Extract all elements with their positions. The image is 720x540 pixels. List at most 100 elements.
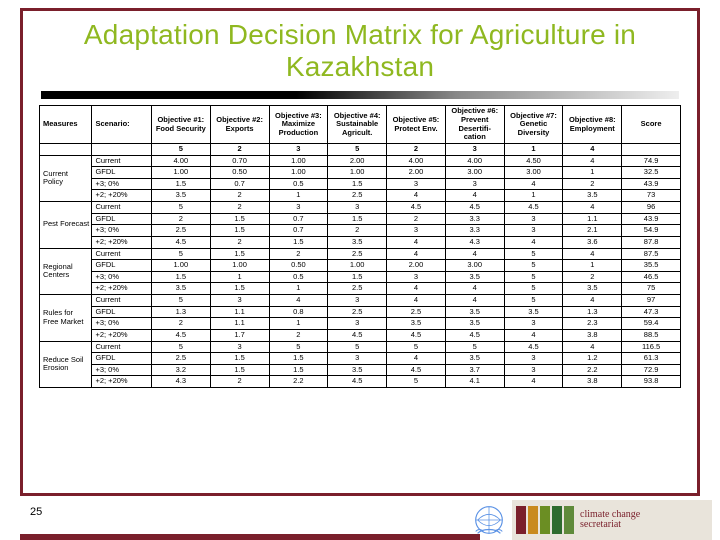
swatch-4 (552, 506, 562, 534)
data-cell: 46.5 (622, 271, 681, 283)
data-cell: 4 (563, 202, 622, 214)
weight-2: 3 (269, 143, 328, 155)
data-cell: 3 (504, 213, 563, 225)
data-cell: 5 (445, 341, 504, 353)
table-row: +2; +20%4.322.24.554.143.893.8 (40, 376, 681, 388)
data-cell: 3.5 (151, 190, 210, 202)
footer-bar (20, 534, 480, 540)
data-cell: 1.00 (269, 167, 328, 179)
data-cell: 1 (563, 260, 622, 272)
data-cell: 3.6 (563, 236, 622, 248)
data-cell: 4 (387, 248, 446, 260)
weight-7: 4 (563, 143, 622, 155)
data-cell: 1.00 (210, 260, 269, 272)
data-cell: 1.00 (151, 167, 210, 179)
data-cell: 3.7 (445, 364, 504, 376)
table-row: +3; 0%1.510.51.533.55246.5 (40, 271, 681, 283)
data-cell: 3 (210, 341, 269, 353)
weight-5: 3 (445, 143, 504, 155)
data-cell: 4 (387, 190, 446, 202)
data-cell: 4 (269, 295, 328, 307)
data-cell: 2 (210, 376, 269, 388)
data-cell: 1.5 (210, 225, 269, 237)
data-cell: 75 (622, 283, 681, 295)
data-cell: 4.5 (387, 202, 446, 214)
data-cell: 1.5 (328, 213, 387, 225)
data-cell: 3.5 (445, 306, 504, 318)
data-cell: 1.5 (328, 178, 387, 190)
table-row: Current PolicyCurrent4.000.701.002.004.0… (40, 155, 681, 167)
data-cell: 43.9 (622, 178, 681, 190)
data-cell: 0.5 (269, 178, 328, 190)
table-row: +2; +20%3.51.512.54453.575 (40, 283, 681, 295)
data-cell: 5 (151, 202, 210, 214)
data-cell: 73 (622, 190, 681, 202)
scenario-cell: Current (92, 155, 151, 167)
data-cell: 1.3 (151, 306, 210, 318)
data-cell: 4.5 (387, 329, 446, 341)
data-cell: 116.5 (622, 341, 681, 353)
data-cell: 1.00 (151, 260, 210, 272)
data-cell: 5 (387, 341, 446, 353)
data-cell: 3.00 (445, 260, 504, 272)
data-cell: 3.5 (563, 283, 622, 295)
data-cell: 5 (387, 376, 446, 388)
data-cell: 4 (445, 248, 504, 260)
data-cell: 3 (504, 353, 563, 365)
data-cell: 1 (269, 283, 328, 295)
scenario-cell: +3; 0% (92, 364, 151, 376)
weight-8 (622, 143, 681, 155)
scenario-cell: GFDL (92, 213, 151, 225)
data-cell: 3.00 (445, 167, 504, 179)
col-head-obj7: Objective #7: Genetic Diversity (504, 106, 563, 144)
table-row: +2; +20%4.51.724.54.54.543.888.5 (40, 329, 681, 341)
swatch-2 (528, 506, 538, 534)
data-cell: 72.9 (622, 364, 681, 376)
swatch-3 (540, 506, 550, 534)
data-cell: 3 (328, 318, 387, 330)
data-cell: 3 (328, 353, 387, 365)
col-head-scenario: Scenario: (92, 106, 151, 144)
data-cell: 1 (210, 271, 269, 283)
data-cell: 4 (563, 155, 622, 167)
table-row: +3; 0%2.51.50.7233.332.154.9 (40, 225, 681, 237)
data-cell: 4.5 (387, 364, 446, 376)
data-cell: 5 (504, 248, 563, 260)
swatch-1 (516, 506, 526, 534)
data-cell: 5 (328, 341, 387, 353)
data-cell: 2.5 (328, 283, 387, 295)
col-head-obj5: Objective #5: Protect Env. (387, 106, 446, 144)
scenario-cell: GFDL (92, 353, 151, 365)
data-cell: 2.00 (387, 260, 446, 272)
measure-cell: Reduce Soil Erosion (40, 341, 92, 388)
data-cell: 3 (269, 202, 328, 214)
data-cell: 1 (269, 190, 328, 202)
data-cell: 2 (328, 225, 387, 237)
data-cell: 3.5 (151, 283, 210, 295)
scenario-cell: +3; 0% (92, 178, 151, 190)
data-cell: 4 (387, 295, 446, 307)
data-cell: 2 (387, 213, 446, 225)
data-cell: 0.7 (210, 178, 269, 190)
data-cell: 2.5 (328, 306, 387, 318)
data-cell: 3.5 (328, 236, 387, 248)
data-cell: 4.5 (445, 329, 504, 341)
data-cell: 2 (563, 271, 622, 283)
data-cell: 1.5 (269, 353, 328, 365)
weight-0: 5 (151, 143, 210, 155)
table-row: Pest ForecastCurrent52334.54.54.5496 (40, 202, 681, 214)
data-cell: 3.8 (563, 329, 622, 341)
secretariat-text: climate change secretariat (574, 510, 640, 531)
table-row: GFDL1.000.501.001.002.003.003.00132.5 (40, 167, 681, 179)
data-cell: 54.9 (622, 225, 681, 237)
data-cell: 3 (504, 364, 563, 376)
data-cell: 1.5 (269, 236, 328, 248)
data-cell: 74.9 (622, 155, 681, 167)
data-cell: 3 (387, 178, 446, 190)
data-cell: 3 (328, 295, 387, 307)
title-rule (41, 91, 679, 99)
data-cell: 43.9 (622, 213, 681, 225)
data-cell: 3.5 (445, 318, 504, 330)
scenario-cell: +3; 0% (92, 225, 151, 237)
col-head-obj6: Objective #6: Prevent Desertifi-cation (445, 106, 504, 144)
